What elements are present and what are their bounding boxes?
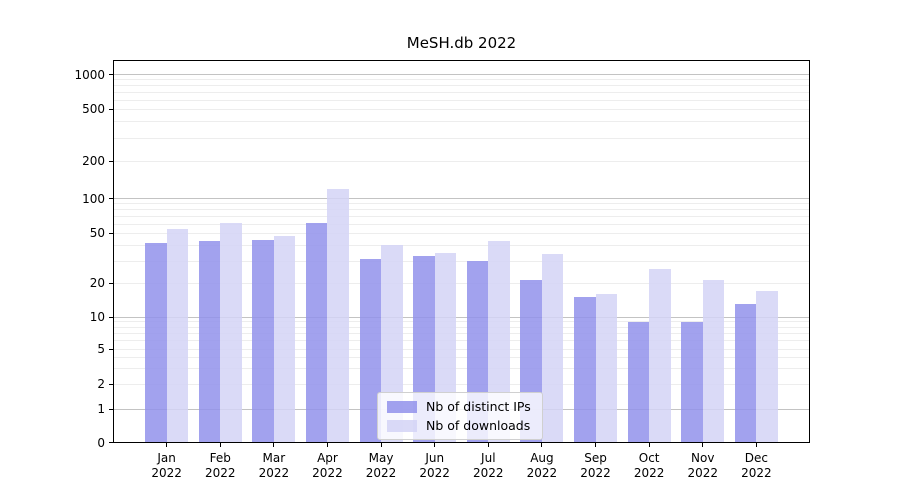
x-tick-mark <box>434 443 436 447</box>
x-tick-month: Dec <box>744 451 768 465</box>
x-tick-label-oct: Oct 2022 <box>619 451 679 481</box>
x-tick-year: 2022 <box>365 466 397 480</box>
x-tick-mark <box>702 443 704 447</box>
y-tick-label: 500 <box>82 102 105 117</box>
x-tick-year: 2022 <box>526 466 558 480</box>
y-tick-label: 1 <box>97 402 105 417</box>
legend-swatch-icon <box>387 419 417 432</box>
x-tick-label-aug: Aug 2022 <box>512 451 572 481</box>
x-tick-label-apr: Apr 2022 <box>297 451 357 481</box>
x-tick-label-jul: Jul 2022 <box>458 451 518 481</box>
y-tick-label: 1000 <box>74 67 105 82</box>
x-tick-mark <box>487 443 489 447</box>
x-tick-month: Aug <box>530 451 554 465</box>
y-tick-label: 50 <box>89 226 105 241</box>
legend-label: Nb of distinct IPs <box>426 399 531 414</box>
x-tick-year: 2022 <box>687 466 719 480</box>
x-tick-mark <box>541 443 543 447</box>
x-tick-mark <box>166 443 168 447</box>
x-tick-month: Oct <box>638 451 660 465</box>
y-tick-label: 10 <box>89 310 105 324</box>
y-tick-label: 0 <box>97 435 105 450</box>
x-tick-mark <box>219 443 221 447</box>
x-tick-label-jun: Jun 2022 <box>405 451 465 481</box>
x-tick-label-sep: Sep 2022 <box>566 451 626 481</box>
x-tick-month: Jun <box>425 451 445 465</box>
y-tick-label: 2 <box>97 377 105 391</box>
x-tick-label-jan: Jan 2022 <box>137 451 197 481</box>
x-tick-year: 2022 <box>580 466 611 480</box>
x-tick-month: May <box>368 451 394 465</box>
legend-swatch-icon <box>387 400 417 413</box>
x-tick-label-dec: Dec 2022 <box>726 451 786 481</box>
x-tick-year: 2022 <box>312 466 343 480</box>
x-tick-mark <box>648 443 650 447</box>
x-tick-mark <box>595 443 597 447</box>
x-tick-mark <box>326 443 328 447</box>
legend-row-distinct-ips: Nb of distinct IPs <box>387 399 533 414</box>
x-tick-month: Apr <box>317 451 338 465</box>
x-tick-year: 2022 <box>419 466 450 480</box>
x-tick-year: 2022 <box>151 466 182 480</box>
x-tick-month: Sep <box>584 451 607 465</box>
x-tick-year: 2022 <box>741 466 772 480</box>
plot-area-border <box>113 60 810 443</box>
x-tick-year: 2022 <box>473 466 504 480</box>
x-tick-label-may: May 2022 <box>351 451 411 481</box>
chart-title: MeSH.db 2022 <box>406 34 517 52</box>
x-tick-month: Feb <box>209 451 231 465</box>
x-tick-month: Jul <box>481 451 496 465</box>
x-tick-year: 2022 <box>204 466 236 480</box>
x-tick-month: Jan <box>157 451 176 465</box>
y-tick-label: 200 <box>82 154 105 168</box>
y-tick-label: 20 <box>89 276 105 290</box>
y-tick-label: 5 <box>97 342 105 357</box>
x-tick-month: Nov <box>691 451 715 465</box>
x-tick-mark <box>755 443 757 447</box>
x-tick-label-mar: Mar 2022 <box>244 451 304 481</box>
legend: Nb of distinct IPs Nb of downloads <box>377 392 543 440</box>
x-tick-year: 2022 <box>633 466 665 480</box>
y-tick-label: 100 <box>82 191 105 206</box>
legend-label: Nb of downloads <box>426 418 531 433</box>
x-tick-label-nov: Nov 2022 <box>673 451 733 481</box>
x-tick-label-feb: Feb 2022 <box>190 451 250 481</box>
x-tick-mark <box>380 443 382 447</box>
x-tick-month: Mar <box>262 451 286 465</box>
legend-row-downloads: Nb of downloads <box>387 418 533 433</box>
x-tick-mark <box>273 443 275 447</box>
x-tick-year: 2022 <box>258 466 290 480</box>
